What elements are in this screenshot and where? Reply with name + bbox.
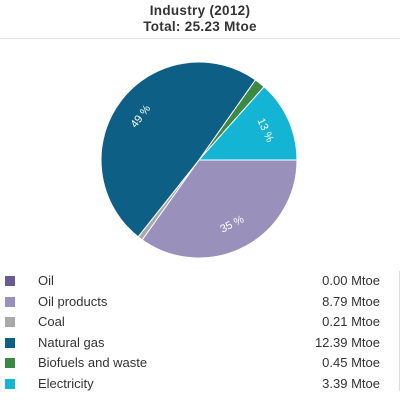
legend-swatch bbox=[5, 296, 15, 307]
legend-label: Electricity bbox=[38, 375, 94, 391]
legend-swatch bbox=[5, 276, 15, 286]
chart-title: Industry (2012) bbox=[149, 3, 251, 18]
legend-label: Oil products bbox=[38, 293, 108, 309]
legend-swatch bbox=[5, 378, 15, 389]
legend-item-oil[interactable]: Oil 0.00 Mtoe bbox=[0, 271, 400, 291]
pie-chart: 35 %49 % 13 % bbox=[100, 61, 298, 259]
legend-swatch bbox=[5, 358, 15, 368]
legend-label: Coal bbox=[38, 314, 65, 329]
legend-value: 0.00 Mtoe bbox=[322, 273, 380, 288]
pie-slice-natural-gas[interactable] bbox=[100, 61, 257, 238]
legend-item-electricity[interactable]: Electricity 3.39 Mtoe bbox=[0, 374, 400, 394]
legend-item-natural-gas[interactable]: Natural gas 12.39 Mtoe bbox=[0, 333, 400, 353]
chart-header: Industry (2012) Total: 25.23 Mtoe bbox=[0, 0, 400, 39]
legend-value: 12.39 Mtoe bbox=[314, 334, 380, 350]
legend-swatch bbox=[5, 337, 15, 348]
legend-value: 0.45 Mtoe bbox=[322, 355, 380, 370]
legend-item-oil-products[interactable]: Oil products 8.79 Mtoe bbox=[0, 292, 400, 312]
legend-item-biofuels-and-waste[interactable]: Biofuels and waste 0.45 Mtoe bbox=[0, 353, 400, 373]
legend-label: Oil bbox=[38, 273, 54, 288]
legend-value: 8.79 Mtoe bbox=[322, 293, 380, 309]
pie-slice-electricity[interactable] bbox=[197, 86, 298, 161]
legend-value: 0.21 Mtoe bbox=[322, 314, 380, 329]
legend-label: Natural gas bbox=[38, 334, 105, 350]
legend-value: 3.39 Mtoe bbox=[322, 375, 380, 391]
legend-label: Biofuels and waste bbox=[38, 355, 148, 370]
legend-swatch bbox=[5, 317, 15, 327]
legend-item-coal[interactable]: Coal 0.21 Mtoe bbox=[0, 312, 400, 332]
chart-subtitle: Total: 25.23 Mtoe bbox=[143, 19, 257, 34]
pie-slice-oil-products[interactable] bbox=[141, 159, 298, 259]
pie-chart-area: 35 % 49 % 13 % bbox=[0, 39, 400, 271]
